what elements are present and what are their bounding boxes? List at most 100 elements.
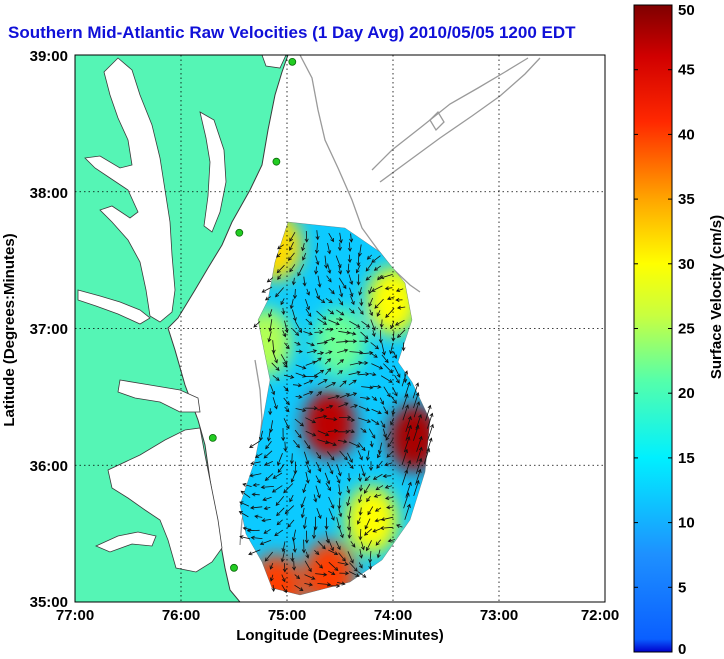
velocity-vector [376, 549, 381, 559]
velocity-vector [248, 549, 261, 556]
velocity-vector [360, 427, 367, 433]
velocity-vector [347, 473, 352, 482]
velocity-vector [356, 274, 361, 286]
velocity-vector [386, 505, 394, 510]
velocity-vector [337, 348, 349, 353]
velocity-vector [303, 390, 314, 396]
velocity-vector [263, 506, 271, 511]
velocity-vector [336, 475, 341, 484]
velocity-vector [264, 296, 271, 301]
velocity-vector [374, 507, 382, 512]
velocity-vector [315, 475, 321, 484]
velocity-vector [281, 584, 287, 594]
velocity-vector [240, 490, 251, 499]
velocity-vector [328, 232, 334, 243]
velocity-vector [325, 337, 336, 342]
velocity-vector [402, 404, 409, 421]
velocity-vector [283, 418, 290, 430]
velocity-vector [295, 408, 307, 413]
x-tick-label: 74:00 [374, 607, 412, 624]
velocity-vector [374, 298, 384, 309]
x-tick-label: 72:00 [581, 607, 619, 624]
velocity-vector [305, 318, 313, 326]
velocity-vector [259, 539, 272, 546]
velocity-vector [380, 375, 393, 383]
velocity-vector [325, 404, 334, 409]
velocity-vector [393, 351, 398, 359]
velocity-vector [271, 340, 276, 354]
velocity-vector [337, 359, 345, 365]
velocity-vector [315, 230, 320, 241]
velocity-vector [379, 274, 393, 280]
velocity-vector [356, 254, 361, 267]
velocity-vector [239, 535, 251, 540]
velocity-vector [363, 483, 371, 494]
velocity-vector [301, 539, 306, 554]
velocity-vector [369, 309, 373, 317]
velocity-vector [305, 430, 317, 437]
velocity-vector [266, 429, 271, 442]
velocity-vector [250, 535, 263, 540]
velocity-vector [360, 331, 369, 340]
colorbar-tick-label: 50 [678, 2, 695, 19]
velocity-vector [347, 528, 352, 539]
velocity-vector [349, 233, 354, 243]
radar-station-marker [288, 57, 297, 66]
neuse-river [95, 531, 157, 553]
velocity-vector [338, 277, 347, 290]
velocity-vector [325, 417, 338, 422]
velocity-vector [261, 518, 272, 523]
colorbar-tick-label: 30 [678, 256, 695, 273]
velocity-vector [268, 408, 273, 416]
velocity-vector [306, 349, 318, 354]
velocity-vector [305, 551, 310, 559]
velocity-vector [377, 442, 383, 455]
velocity-vector [295, 349, 303, 354]
velocity-vector [294, 418, 305, 427]
velocity-vector [327, 462, 334, 475]
velocity-vector [405, 415, 412, 433]
velocity-vector [328, 539, 334, 552]
velocity-vector [327, 394, 340, 400]
velocity-vector [303, 331, 313, 336]
velocity-vector [324, 517, 329, 530]
velocity-vector [425, 404, 432, 421]
velocity-vector [317, 430, 330, 437]
colorbar-tick-label: 20 [678, 385, 695, 402]
velocity-vector [291, 277, 296, 286]
velocity-vector [336, 309, 345, 316]
velocity-vector [338, 552, 346, 562]
velocity-vector [346, 485, 351, 494]
velocity-vector [294, 574, 301, 580]
velocity-vector [274, 529, 284, 537]
y-tick-label: 36:00 [30, 458, 68, 475]
colorbar-label: Surface Velocity (cm/s) [708, 215, 724, 379]
velocity-vector [338, 266, 343, 275]
velocity-vector [316, 452, 322, 460]
velocity-vector [372, 384, 382, 389]
velocity-vector [282, 330, 287, 338]
velocity-vector [292, 560, 297, 571]
velocity-vector [402, 393, 409, 410]
velocity-vector [281, 574, 286, 583]
x-axis-label: Longitude (Degrees:Minutes) [236, 627, 444, 644]
velocity-vector [368, 286, 373, 295]
velocity-vector [312, 527, 317, 540]
velocity-vector [295, 364, 307, 370]
velocity-vector [315, 560, 323, 569]
velocity-vector [313, 369, 325, 377]
velocity-vector [347, 519, 352, 531]
velocity-vector [314, 414, 328, 419]
velocity-vector [249, 440, 261, 448]
velocity-vector [254, 514, 263, 519]
velocity-vector [349, 562, 358, 572]
velocity-vector [302, 483, 307, 494]
velocity-vector [380, 420, 386, 429]
velocity-vector [338, 285, 344, 298]
velocity-vector [289, 494, 294, 503]
colorbar-gradient [633, 4, 673, 653]
velocity-vector [317, 318, 328, 325]
james-river [77, 289, 151, 325]
velocity-vector [281, 428, 286, 442]
velocity-vector [364, 475, 371, 482]
